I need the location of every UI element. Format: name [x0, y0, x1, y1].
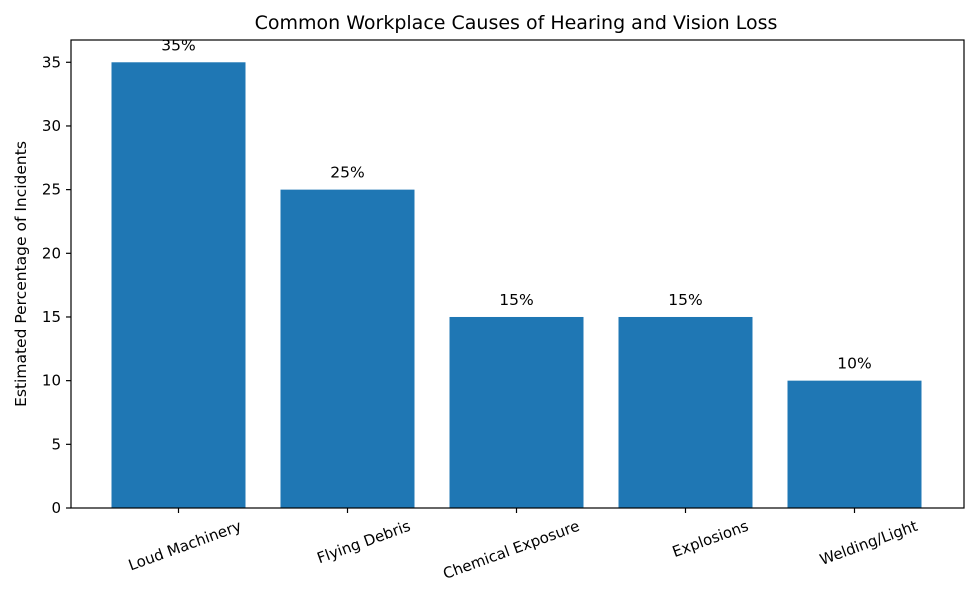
x-tick-label: Welding/Light	[817, 517, 920, 569]
bar-loud-machinery	[111, 62, 246, 509]
data-label: 15%	[499, 291, 533, 309]
data-labels-group: 35% 25% 15% 15% 10%	[161, 36, 871, 372]
bars-group	[111, 62, 922, 509]
chart-title: Common Workplace Causes of Hearing and V…	[255, 12, 778, 34]
data-label: 25%	[330, 164, 364, 182]
data-label: 10%	[837, 355, 871, 373]
y-tick-label: 20	[42, 244, 61, 262]
data-label: 35%	[161, 36, 195, 54]
bar-flying-debris	[280, 189, 415, 508]
x-tick-label: Loud Machinery	[126, 517, 244, 575]
y-tick-label: 10	[42, 372, 61, 390]
y-tick-label: 15	[42, 308, 61, 326]
y-axis-ticks: 0 5 10 15 20 25 30 35	[42, 53, 71, 517]
bar-explosions	[618, 316, 753, 508]
x-tick-label: Chemical Exposure	[441, 517, 582, 583]
bar-chemical-exposure	[449, 316, 584, 508]
x-tick-label: Flying Debris	[315, 517, 414, 568]
y-tick-label: 5	[51, 435, 61, 453]
y-tick-label: 30	[42, 117, 61, 135]
y-tick-label: 0	[51, 499, 61, 517]
y-tick-label: 25	[42, 181, 61, 199]
plot-frame	[70, 39, 965, 509]
bar-welding-light	[787, 380, 922, 508]
data-label: 15%	[668, 291, 702, 309]
x-tick-label: Explosions	[670, 517, 751, 561]
y-axis-label: Estimated Percentage of Incidents	[12, 141, 30, 407]
x-axis-ticks: Loud Machinery Flying Debris Chemical Expo…	[126, 508, 920, 583]
y-tick-label: 35	[42, 53, 61, 71]
